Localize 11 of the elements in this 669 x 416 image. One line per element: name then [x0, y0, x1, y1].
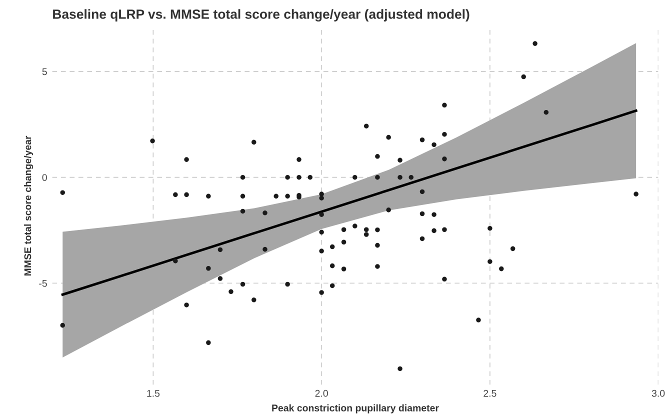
- y-tick-label: 5: [42, 68, 47, 76]
- x-axis-title: Peak constriction pupillary diameter: [272, 404, 439, 414]
- y-tick-label: 0: [42, 174, 47, 181]
- line-series: [61, 109, 638, 296]
- x-tick-label: 3.0: [652, 390, 665, 397]
- x-tick-label: 2.0: [315, 390, 328, 397]
- y-tick-label: -5: [39, 280, 47, 287]
- x-tick-label: 2.5: [484, 390, 496, 397]
- x-tick-label: 1.5: [147, 390, 160, 397]
- chart-title: Baseline qLRP vs. MMSE total score change/year (adjusted model): [53, 9, 470, 22]
- y-axis-title: MMSE total score change/year: [24, 136, 34, 276]
